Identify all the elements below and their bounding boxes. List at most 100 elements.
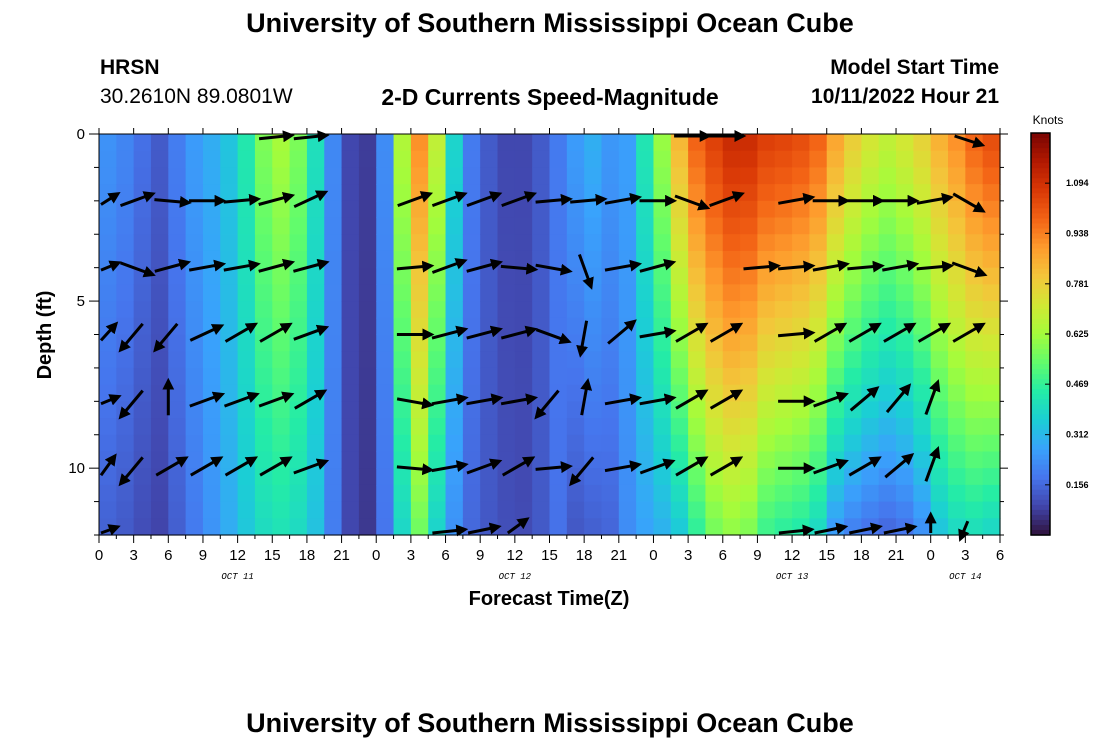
heatmap-cell (99, 301, 117, 319)
current-vector-arrow (777, 260, 816, 273)
heatmap-cell (653, 301, 672, 319)
heatmap-cell (618, 418, 637, 436)
colorbar-swatch (1031, 394, 1050, 400)
heatmap-cell (774, 317, 793, 336)
heatmap-cell (289, 484, 308, 503)
current-vector-arrow (188, 259, 227, 272)
heatmap-cell (618, 301, 637, 319)
heatmap-cell (566, 284, 585, 302)
heatmap-cell (861, 418, 880, 436)
heatmap-cell (982, 284, 1001, 302)
heatmap-cell (358, 167, 377, 185)
heatmap-cell (306, 217, 325, 235)
depth-axis: 0 5 10 (68, 126, 1008, 536)
heatmap-cell (653, 351, 672, 369)
heatmap-cell (428, 351, 447, 369)
heatmap-cell (896, 267, 914, 285)
heatmap-cell (688, 501, 707, 519)
heatmap-cell (670, 384, 689, 402)
current-vector-arrow (607, 319, 637, 345)
heatmap-cell (358, 518, 377, 536)
heatmap-cell (670, 250, 689, 269)
heatmap-cell (289, 367, 308, 386)
heatmap-cell (237, 234, 256, 252)
colorbar-swatch (1031, 444, 1050, 451)
heatmap-cell (601, 418, 620, 436)
heatmap-cell (757, 267, 776, 285)
heatmap-cell (428, 167, 447, 185)
heatmap-cell (549, 418, 568, 436)
heatmap-cell (358, 184, 377, 202)
heatmap-cell (740, 184, 759, 202)
heatmap-cell (584, 401, 603, 419)
heatmap-cell (930, 301, 949, 319)
heatmap-cell (168, 150, 187, 169)
heatmap-cell (272, 217, 291, 235)
heatmap-cell (930, 501, 949, 519)
heatmap-cell (462, 351, 481, 369)
heatmap-cell (740, 451, 759, 469)
heatmap-cell (792, 334, 811, 352)
heatmap-cell (584, 301, 603, 319)
heatmap-cell (410, 284, 429, 302)
heatmap-cell (566, 301, 585, 319)
heatmap-cell (272, 334, 291, 352)
heatmap-cell (185, 468, 204, 486)
heatmap-cell (618, 284, 637, 302)
current-vector-arrow (604, 259, 643, 272)
heatmap-cell (254, 418, 273, 436)
heatmap-cell (445, 200, 464, 219)
heatmap-cell (913, 334, 932, 352)
heatmap-cell (792, 484, 811, 503)
heatmap-cell (289, 167, 308, 185)
colorbar-swatch (1031, 519, 1050, 526)
heatmap-cell (376, 217, 395, 235)
heatmap-cell (982, 234, 1001, 252)
heatmap-cell (324, 518, 343, 536)
heatmap-cell (480, 150, 499, 169)
heatmap-cell (809, 234, 828, 252)
current-vector-arrow (396, 260, 435, 273)
heatmap-cell (341, 451, 360, 469)
heatmap-cell (445, 501, 464, 519)
heatmap-cell (809, 217, 828, 235)
heatmap-cell (549, 150, 568, 169)
heatmap-cell (809, 134, 828, 152)
heatmap-cell (254, 434, 273, 453)
heatmap-cell (341, 234, 360, 252)
heatmap-cell (826, 134, 845, 152)
heatmap-cell (705, 518, 724, 536)
x-tick-label: 3 (129, 547, 137, 564)
heatmap-cell (150, 150, 169, 169)
heatmap-cell (861, 167, 880, 185)
heatmap-cell (150, 351, 169, 369)
heatmap-cell (341, 200, 360, 219)
heatmap-cell (306, 150, 325, 169)
heatmap-cell (445, 267, 464, 285)
heatmap-cell (618, 134, 637, 152)
heatmap-cell (376, 434, 395, 453)
heatmap-cell (237, 334, 256, 352)
heatmap-cell (670, 284, 689, 302)
heatmap-cell (774, 384, 793, 402)
heatmap-cell (532, 167, 551, 185)
current-vector-arrow (569, 456, 595, 487)
heatmap-cell (532, 434, 551, 453)
heatmap-cell (982, 401, 1001, 419)
heatmap-cell (566, 434, 585, 453)
current-vector-arrow (778, 192, 816, 205)
heatmap-cell (497, 234, 516, 252)
time-axis: 0 3 6 9 12 15 18 21 0 3 6 9 12 15 18 21 0 3 6 9 12 15 18 21 0 3 6 O… (95, 128, 1004, 582)
heatmap-cell (358, 317, 377, 336)
heatmap-cell (809, 351, 828, 369)
x-tick-label: 3 (407, 547, 415, 564)
heatmap-cell (826, 301, 845, 319)
heatmap-cell (896, 367, 914, 386)
heatmap-cell (358, 200, 377, 219)
heatmap-cell (428, 301, 447, 319)
heatmap-cell (913, 351, 932, 369)
heatmap-cell (913, 317, 932, 336)
colorbar-swatch (1031, 354, 1050, 360)
heatmap-cell (688, 418, 707, 436)
heatmap-cell (497, 484, 516, 503)
